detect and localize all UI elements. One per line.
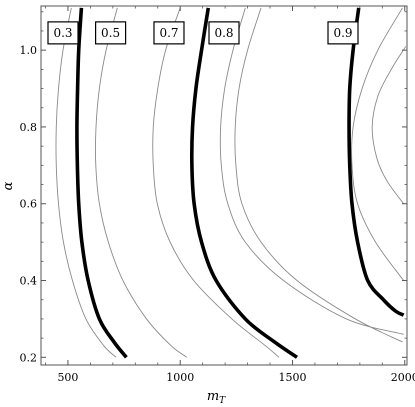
y-tick-label: 0.4: [20, 275, 38, 288]
thin-contour-4: [234, 7, 403, 343]
thin-contour-5: [219, 7, 404, 335]
thin-contour-3: [152, 7, 280, 358]
y-axis-ticks: 0.2 0.4 0.6 0.8 1.0: [20, 11, 407, 364]
x-tick-label: 1000: [166, 371, 194, 384]
contour-label-box: 0.3: [47, 21, 79, 45]
x-tick-label: 500: [57, 371, 78, 384]
y-tick-label: 1.0: [20, 44, 38, 57]
thin-contour-6: [351, 7, 404, 281]
plot-border: [40, 5, 408, 366]
thick-contour-3: [347, 7, 405, 317]
thin-contour-7: [371, 46, 407, 205]
y-tick-label: 0.6: [20, 198, 38, 211]
contour-label-text: 0.5: [101, 26, 120, 40]
contour-label-frame: [95, 21, 127, 45]
contour-label-text: 0.8: [214, 26, 233, 40]
contour-label-box: 0.5: [95, 21, 127, 45]
thin-contour-2: [95, 7, 188, 358]
plot-frame: [40, 5, 408, 366]
thick-contour-2: [189, 7, 298, 359]
x-axis-label: mT: [207, 389, 226, 406]
thick-contour-1: [75, 7, 128, 359]
contour-label-frame: [327, 21, 359, 45]
contour-label-box: 0.8: [208, 21, 240, 45]
y-axis-label: α: [1, 181, 16, 190]
thin-contour-1: [55, 7, 117, 358]
contour-label-text: 0.7: [159, 26, 178, 40]
contour-label-frame: [208, 21, 240, 45]
y-tick-label: 0.2: [20, 351, 38, 364]
contour-label-text: 0.3: [53, 26, 72, 40]
thick-contour-curves: [75, 7, 405, 359]
contour-label-frame: [47, 21, 79, 45]
contour-label-box: 0.7: [153, 21, 185, 45]
y-tick-label: 0.8: [20, 121, 38, 134]
contour-labels: 0.3 0.5 0.7 0.8 0.9: [47, 21, 359, 45]
contour-label-frame: [153, 21, 185, 45]
thin-contour-curves: [55, 7, 407, 358]
contour-label-box: 0.9: [327, 21, 359, 45]
x-tick-label: 1500: [278, 371, 306, 384]
contour-label-text: 0.9: [333, 26, 352, 40]
